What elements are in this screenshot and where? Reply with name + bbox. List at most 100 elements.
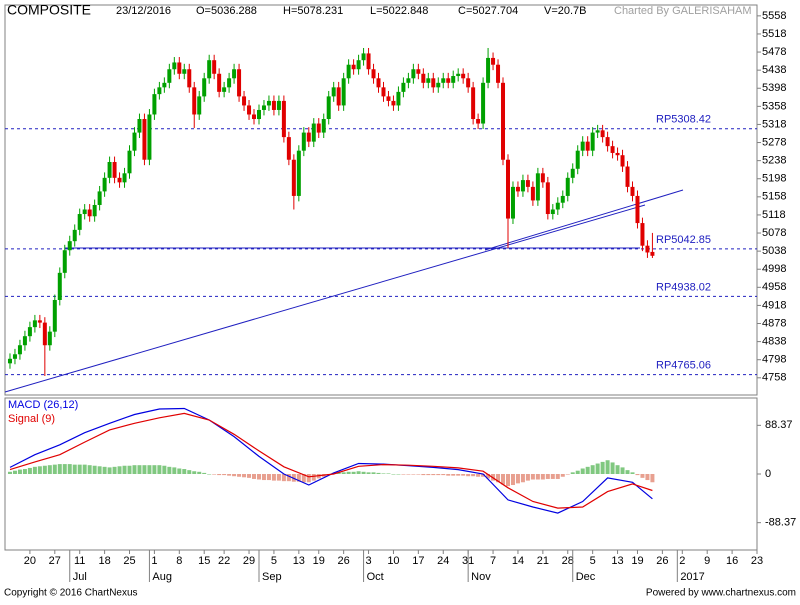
- candle-body: [266, 100, 271, 106]
- macd-histogram-bar: [361, 471, 366, 474]
- y-tick-label: 4918: [762, 299, 786, 311]
- candle-body: [182, 69, 187, 74]
- candle-body: [112, 161, 117, 178]
- macd-histogram-bar: [266, 474, 271, 481]
- candle-body: [505, 159, 510, 219]
- macd-histogram-bar: [182, 469, 187, 474]
- candle-body: [202, 78, 207, 97]
- macd-histogram-bar: [27, 467, 32, 474]
- macd-histogram-bar: [411, 474, 416, 475]
- x-tick-label: 20: [24, 555, 36, 567]
- macd-histogram-bar: [610, 462, 615, 474]
- candle-body: [361, 53, 366, 61]
- candle-body: [371, 69, 376, 79]
- macd-histogram-bar: [406, 474, 411, 475]
- x-tick-label: 16: [726, 555, 738, 567]
- macd-histogram-bar: [276, 474, 281, 481]
- candle-body: [22, 336, 27, 346]
- macd-histogram-bar: [401, 474, 406, 475]
- macd-histogram-bar: [261, 474, 266, 481]
- low-value: L=5022.848: [370, 5, 428, 17]
- candle-body: [52, 299, 57, 332]
- signal-legend: Signal (9): [8, 413, 55, 425]
- candle-body: [237, 69, 242, 97]
- macd-histogram-bar: [187, 470, 192, 474]
- candle-body: [545, 182, 550, 215]
- candle-body: [222, 87, 227, 92]
- macd-histogram-bar: [525, 474, 530, 481]
- macd-histogram-bar: [157, 465, 162, 474]
- macd-histogram-bar: [242, 474, 247, 478]
- macd-histogram-bar: [197, 471, 202, 474]
- macd-histogram-bar: [37, 466, 42, 474]
- candle-body: [595, 130, 600, 133]
- macd-histogram-bar: [177, 468, 182, 474]
- macd-histogram-bar: [650, 474, 655, 483]
- trend-line: [484, 189, 684, 251]
- candle-body: [456, 73, 461, 77]
- candle-body: [296, 150, 301, 196]
- macd-histogram-bar: [162, 465, 167, 474]
- x-tick-label: 7: [490, 555, 496, 567]
- y-tick-label: 5518: [762, 28, 786, 40]
- macd-histogram-bar: [252, 474, 257, 479]
- macd-histogram-bar: [132, 465, 137, 474]
- macd-histogram-bar: [192, 471, 197, 474]
- macd-histogram-bar: [505, 474, 510, 487]
- x-tick-label: 29: [243, 555, 255, 567]
- macd-histogram-bar: [620, 467, 625, 474]
- macd-histogram-bar: [202, 472, 207, 474]
- macd-histogram-bar: [12, 470, 17, 474]
- candle-body: [496, 64, 501, 83]
- macd-histogram-bar: [341, 472, 346, 474]
- macd-histogram-bar: [167, 466, 172, 474]
- candle-body: [560, 195, 565, 203]
- candle-body: [540, 173, 545, 183]
- macd-histogram-bar: [431, 474, 436, 476]
- macd-histogram-bar: [381, 473, 386, 474]
- macd-histogram-bar: [117, 466, 122, 474]
- candle-body: [271, 100, 276, 110]
- ref-label: RP4938.02: [656, 281, 711, 293]
- macd-histogram-bar: [570, 472, 575, 474]
- macd-histogram-bar: [306, 474, 311, 483]
- candle-body: [550, 209, 555, 215]
- macd-histogram-bar: [496, 474, 501, 483]
- candle-body: [620, 155, 625, 167]
- macd-histogram-bar: [227, 474, 232, 476]
- macd-line: [9, 407, 653, 514]
- macd-histogram-bar: [515, 474, 520, 484]
- candle-body: [590, 132, 595, 151]
- candle-body: [242, 96, 247, 106]
- candle-body: [351, 64, 356, 70]
- y-tick-label: 4758: [762, 372, 786, 384]
- candle-body: [575, 150, 580, 169]
- candle-body: [476, 119, 481, 124]
- macd-histogram-bar: [247, 474, 252, 478]
- macd-histogram-bar: [441, 474, 446, 476]
- candle-body: [97, 191, 102, 205]
- macd-histogram-bar: [585, 466, 590, 474]
- y-tick-label: 5478: [762, 46, 786, 58]
- x-tick-label: 1: [151, 555, 157, 567]
- macd-histogram-bar: [416, 474, 421, 475]
- macd-histogram-bar: [476, 474, 481, 477]
- macd-histogram-bar: [217, 474, 222, 476]
- candle-body: [406, 78, 411, 83]
- macd-histogram-bar: [605, 460, 610, 474]
- macd-histogram-bar: [615, 465, 620, 474]
- macd-histogram-bar: [600, 461, 605, 474]
- macd-histogram-bar: [625, 470, 630, 474]
- price-panel: [4, 4, 758, 396]
- macd-histogram-bar: [396, 474, 401, 475]
- candle-body: [461, 73, 466, 79]
- candle-body: [177, 62, 182, 74]
- candle-body: [17, 345, 22, 355]
- candle-body: [276, 100, 281, 110]
- macd-histogram-bar: [77, 464, 82, 474]
- candle-body: [207, 60, 212, 79]
- candle-body: [306, 132, 311, 142]
- macd-histogram-bar: [281, 474, 286, 482]
- x-tick-label: 5: [271, 555, 277, 567]
- macd-histogram-bar: [540, 474, 545, 480]
